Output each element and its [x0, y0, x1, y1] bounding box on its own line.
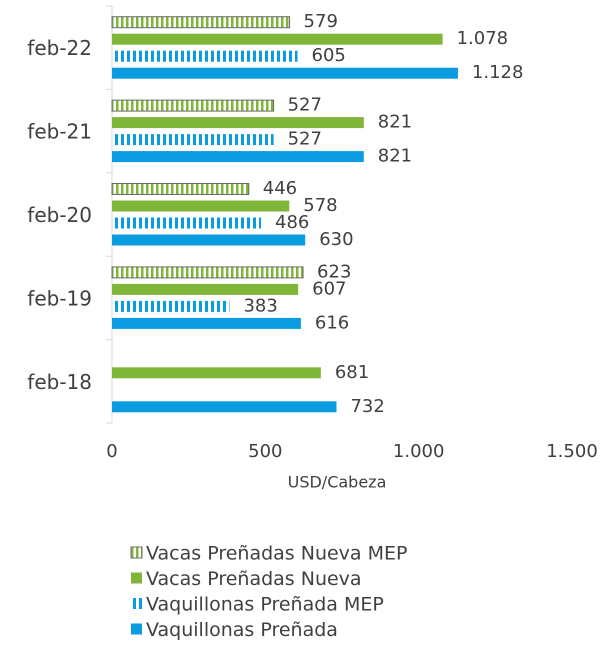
value-label: 630	[319, 229, 353, 250]
bar	[112, 217, 262, 229]
bar	[112, 367, 321, 379]
bar	[112, 300, 230, 312]
legend-label: Vaquillonas Preñada MEP	[146, 594, 384, 616]
bar	[112, 151, 364, 163]
bar	[111, 266, 304, 279]
value-label: 527	[288, 95, 322, 116]
bar	[112, 134, 274, 146]
legend-swatch	[131, 572, 142, 584]
bar	[111, 16, 291, 29]
value-label: 821	[378, 146, 412, 167]
bar	[112, 33, 443, 45]
bar	[112, 317, 301, 329]
value-label: 607	[312, 278, 346, 299]
bar	[112, 234, 306, 246]
value-label: 821	[378, 112, 412, 133]
value-label: 605	[312, 45, 346, 66]
value-label: 527	[288, 129, 322, 150]
value-label: 623	[317, 261, 351, 282]
y-tick-label: feb-22	[27, 36, 92, 60]
bar	[112, 50, 298, 62]
value-label: 732	[350, 396, 384, 417]
x-tick-label: 0	[106, 441, 117, 462]
value-label: 579	[304, 11, 338, 32]
x-tick-label: 1.500	[546, 441, 598, 462]
legend-swatch	[131, 623, 142, 635]
bar	[112, 283, 299, 295]
y-tick-label: feb-20	[27, 203, 92, 227]
y-tick-label: feb-19	[27, 286, 92, 310]
value-label: 486	[275, 212, 309, 233]
bar	[111, 183, 250, 195]
value-label: 1.078	[457, 28, 509, 49]
bar	[112, 401, 337, 413]
bar	[112, 117, 364, 129]
legend-swatch	[130, 546, 143, 559]
legend-swatch	[131, 598, 142, 609]
value-label: 383	[243, 295, 277, 316]
x-axis-label: USD/Cabeza	[288, 473, 387, 492]
value-label: 1.128	[472, 62, 524, 83]
x-tick-label: 500	[248, 441, 282, 462]
value-label: 578	[303, 195, 337, 216]
legend-label: Vacas Preñadas Nueva MEP	[146, 543, 407, 565]
legend-label: Vacas Preñadas Nueva	[146, 568, 362, 590]
value-label: 616	[315, 312, 349, 333]
bar	[112, 200, 290, 212]
legend-label: Vaquillonas Preñada	[146, 619, 338, 641]
bar	[111, 99, 275, 112]
value-label: 681	[335, 362, 369, 383]
y-tick-label: feb-18	[27, 370, 92, 394]
y-tick-label: feb-21	[27, 120, 92, 144]
x-tick-label: 1.000	[393, 441, 445, 462]
value-label: 446	[263, 178, 297, 199]
bar	[112, 67, 458, 79]
